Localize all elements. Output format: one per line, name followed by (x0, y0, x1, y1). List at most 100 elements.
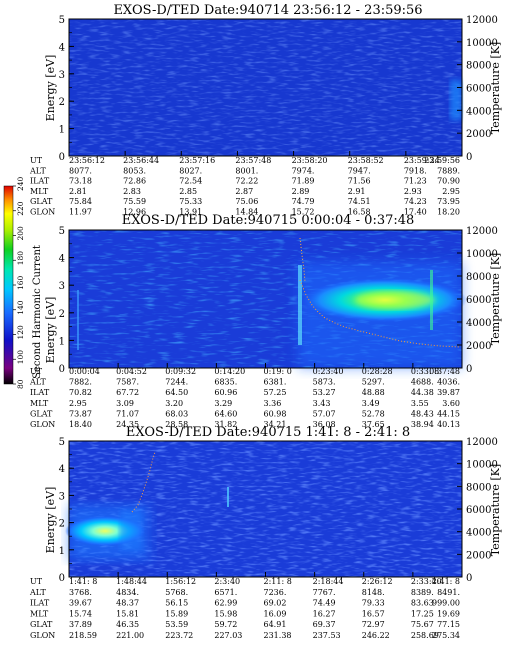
table-cell: 77.15 (437, 620, 460, 629)
colorbar-ticks: 80 100 120 140 160 180 200 220 240 (13, 176, 25, 389)
table-cell: 19.69 (437, 609, 460, 618)
y2-tick-label: 12000 (466, 15, 498, 26)
table-row-label: UT (30, 577, 43, 586)
table-cell: 2.93 (404, 187, 422, 196)
y-tick-label: 4 (59, 464, 65, 475)
panel-1-y-ticks: 0 1 2 3 4 5 (59, 15, 74, 163)
panel-2-heatmap (69, 230, 467, 368)
y2-tick-label: 0 (466, 152, 472, 163)
table-cell: 14.84 (235, 208, 258, 217)
table-cell: 44.15 (437, 409, 460, 418)
y-tick-label: 5 (59, 226, 65, 237)
panel-2-temperature-trace (299, 279, 461, 348)
table-cell: 16.57 (362, 609, 385, 618)
y2-tick-label: 2000 (466, 129, 491, 140)
table-cell: 6571. (214, 588, 237, 597)
panel-3-temperature-trace (131, 451, 156, 513)
table-cell: 2.85 (179, 187, 197, 196)
table-cell: 2.87 (235, 187, 253, 196)
panel-2-title: EXOS-D/TED Date:940715 0:00:04 - 0:37:48 (122, 213, 415, 228)
table-cell: 3.49 (362, 399, 380, 408)
table-cell: 59.72 (214, 620, 237, 629)
table-cell: 2:33:40 (411, 577, 442, 586)
table-cell: 44.38 (411, 388, 434, 397)
table-row-label: ILAT (30, 388, 50, 397)
table-cell: 23:57:48 (235, 156, 271, 165)
table-cell: 73.87 (69, 409, 92, 418)
table-cell: 15.72 (292, 208, 315, 217)
table-row-label: ALT (29, 166, 46, 175)
panel-3-y2-ticks: 0 2000 4000 6000 8000 10000 12000 (457, 437, 498, 584)
table-cell: 48.43 (411, 409, 434, 418)
colorbar-tick-label: 80 (16, 379, 25, 389)
table-cell: 18.20 (437, 208, 460, 217)
table-cell: 1:41: 8 (69, 577, 97, 586)
table-cell: 67.72 (116, 388, 139, 397)
table-cell: 71.89 (292, 177, 315, 186)
y-tick-label: 0 (59, 152, 65, 163)
y-tick-label: 2 (59, 97, 65, 108)
y-tick-label: 3 (59, 70, 65, 81)
colorbar-tick-label: 100 (16, 350, 25, 365)
y-tick-label: 4 (59, 254, 65, 265)
table-cell: 3.29 (214, 399, 232, 408)
colorbar-gradient (3, 185, 14, 385)
table-cell: 2.91 (348, 187, 366, 196)
table-cell: 37.89 (69, 620, 92, 629)
table-cell: 7587. (116, 378, 139, 387)
table-cell: 3.60 (442, 399, 460, 408)
table-cell: 5297. (362, 378, 385, 387)
y-tick-label: 5 (59, 437, 65, 448)
table-cell: 40.13 (437, 420, 460, 429)
table-cell: 8148. (362, 588, 385, 597)
panel-2: EXOS-D/TED Date:940715 0:00:04 - 0:37:48… (29, 213, 502, 429)
table-row-label: GLON (30, 631, 55, 640)
y-tick-label: 1 (59, 125, 65, 136)
panel-3-orbit-table: UT 1:41: 8 1:48:44 1:56:12 2:3:40 2:11: 8 2:18… (29, 572, 463, 640)
y-tick-label: 5 (59, 15, 65, 26)
y-tick-label: 4 (59, 42, 65, 53)
table-cell: 37.65 (362, 420, 385, 429)
table-cell: 46.35 (116, 620, 139, 629)
table-cell: 8491. (437, 588, 460, 597)
table-cell: 23:59:56 (424, 156, 460, 165)
panel-3-title: EXOS-D/TED Date:940715 1:41: 8 - 2:41: 8 (126, 425, 410, 440)
table-cell: 6835. (214, 378, 237, 387)
table-cell: 0:00:04 (69, 367, 100, 376)
y-tick-label: 1 (59, 546, 65, 557)
y2-tick-label: 8000 (466, 61, 491, 72)
table-cell: 2:41: 8 (432, 577, 460, 586)
y-tick-label: 2 (59, 309, 65, 320)
table-cell: 0:19: 0 (264, 367, 292, 376)
y-tick-label: 3 (59, 281, 65, 292)
table-cell: 71.07 (116, 409, 139, 418)
table-cell: 24.35 (116, 420, 139, 429)
y2-tick-label: 6000 (466, 295, 491, 306)
table-cell: 38.94 (411, 420, 434, 429)
panel-2-y-ticks: 0 1 2 3 4 5 (59, 226, 74, 375)
table-cell: 15.98 (214, 609, 237, 618)
table-row-label: GLON (30, 420, 55, 429)
table-cell: 275.34 (432, 631, 460, 640)
table-cell: 53.59 (165, 620, 188, 629)
table-cell: 13.91 (179, 208, 202, 217)
panel-1-orbit-table: UT 23:56:12 23:56:44 23:57:16 23:57:48 23:58:… (29, 151, 463, 217)
y2-tick-label: 6000 (466, 505, 491, 516)
table-cell: 3.20 (165, 399, 183, 408)
y2-tick-label: 6000 (466, 84, 491, 95)
table-cell: 7974. (292, 166, 315, 175)
y2-tick-label: 10000 (466, 249, 498, 260)
table-cell: 74.49 (313, 599, 336, 608)
y-tick-label: 3 (59, 491, 65, 502)
table-cell: 17.40 (404, 208, 427, 217)
table-cell: 2.83 (123, 187, 141, 196)
table-cell: 12.96 (123, 208, 146, 217)
table-cell: 7882. (69, 378, 92, 387)
table-cell: 70.90 (437, 177, 460, 186)
table-cell: 16.09 (264, 609, 287, 618)
table-cell: 52.78 (362, 409, 385, 418)
table-cell: 60.98 (264, 409, 287, 418)
table-cell: 8027. (179, 166, 202, 175)
table-cell: 23:56:44 (123, 156, 159, 165)
table-cell: 31.82 (214, 420, 237, 429)
